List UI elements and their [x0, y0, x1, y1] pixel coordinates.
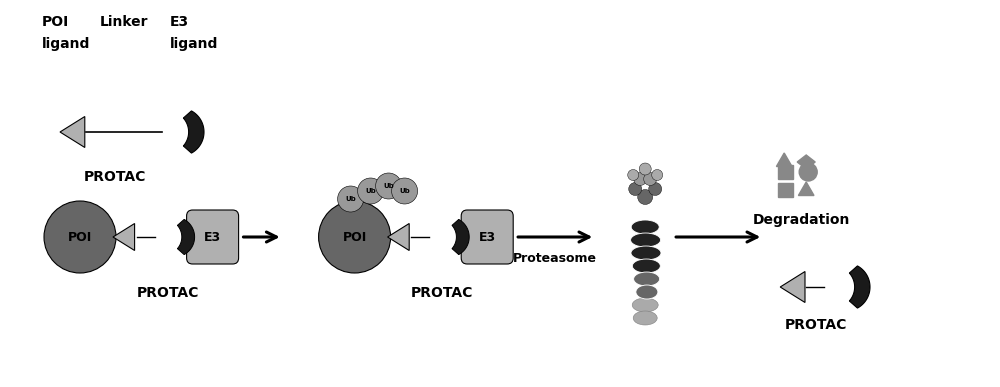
- Circle shape: [392, 178, 418, 204]
- Text: POI: POI: [42, 15, 69, 29]
- Ellipse shape: [636, 285, 658, 299]
- Text: POI: POI: [342, 231, 367, 243]
- Circle shape: [652, 170, 663, 180]
- Polygon shape: [849, 266, 870, 308]
- Text: Ub: Ub: [365, 188, 376, 194]
- Ellipse shape: [633, 311, 657, 325]
- Circle shape: [634, 173, 647, 185]
- Text: E3: E3: [479, 231, 496, 243]
- Polygon shape: [797, 155, 815, 169]
- Circle shape: [44, 201, 116, 273]
- Ellipse shape: [631, 246, 661, 260]
- Ellipse shape: [631, 220, 659, 234]
- Text: ligand: ligand: [42, 37, 90, 51]
- Circle shape: [649, 183, 662, 195]
- Ellipse shape: [634, 272, 660, 286]
- Text: E3: E3: [170, 15, 189, 29]
- Circle shape: [319, 201, 391, 273]
- Circle shape: [338, 186, 364, 212]
- Circle shape: [358, 178, 384, 204]
- Ellipse shape: [631, 233, 661, 247]
- Polygon shape: [183, 111, 204, 153]
- Text: Linker: Linker: [100, 15, 148, 29]
- Bar: [778, 183, 793, 197]
- Ellipse shape: [632, 298, 658, 312]
- Polygon shape: [388, 224, 409, 250]
- Circle shape: [799, 163, 817, 181]
- Circle shape: [644, 173, 657, 185]
- Text: POI: POI: [68, 231, 92, 243]
- Ellipse shape: [632, 259, 660, 273]
- Text: PROTAC: PROTAC: [137, 286, 199, 300]
- Text: PROTAC: PROTAC: [411, 286, 474, 300]
- Text: ligand: ligand: [170, 37, 218, 51]
- Polygon shape: [780, 272, 805, 303]
- Polygon shape: [60, 116, 85, 147]
- Polygon shape: [113, 224, 135, 250]
- Text: Degradation: Degradation: [753, 213, 850, 227]
- Text: Ub: Ub: [345, 196, 356, 202]
- Polygon shape: [452, 219, 469, 255]
- Circle shape: [628, 170, 639, 180]
- Circle shape: [639, 163, 651, 175]
- Circle shape: [376, 173, 402, 199]
- Text: Proteasome: Proteasome: [513, 252, 597, 265]
- Polygon shape: [177, 219, 195, 255]
- Bar: [778, 164, 793, 179]
- FancyBboxPatch shape: [187, 210, 239, 264]
- Text: E3: E3: [204, 231, 221, 243]
- Text: Ub: Ub: [383, 183, 394, 189]
- Circle shape: [629, 183, 642, 195]
- FancyBboxPatch shape: [461, 210, 513, 264]
- Text: PROTAC: PROTAC: [785, 318, 847, 332]
- Circle shape: [638, 190, 653, 204]
- Text: PROTAC: PROTAC: [84, 170, 146, 184]
- Text: Ub: Ub: [399, 188, 410, 194]
